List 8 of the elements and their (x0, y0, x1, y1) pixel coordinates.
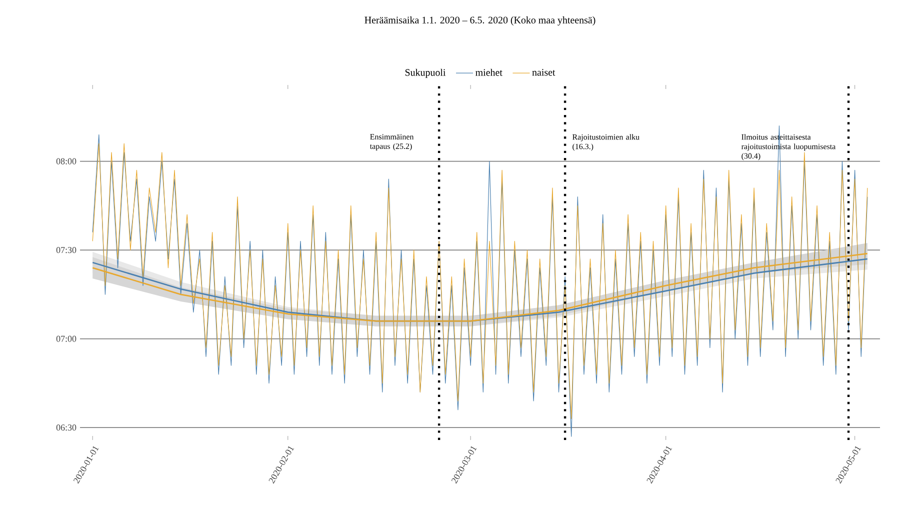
y-tick-label: 07:00 (56, 336, 76, 342)
legend-label: miehet (476, 68, 502, 76)
y-tick-label: 06:30 (56, 424, 76, 431)
chart-title: Heräämisaika 1.1. 2020 – 6.5. 2020 (Koko maa yhteensä) (364, 16, 596, 26)
legend-title: Sukupuoli (405, 68, 446, 78)
y-tick-label: 08:00 (56, 158, 76, 164)
y-tick-label: 07:30 (56, 247, 76, 254)
legend-label: naiset (532, 69, 556, 76)
